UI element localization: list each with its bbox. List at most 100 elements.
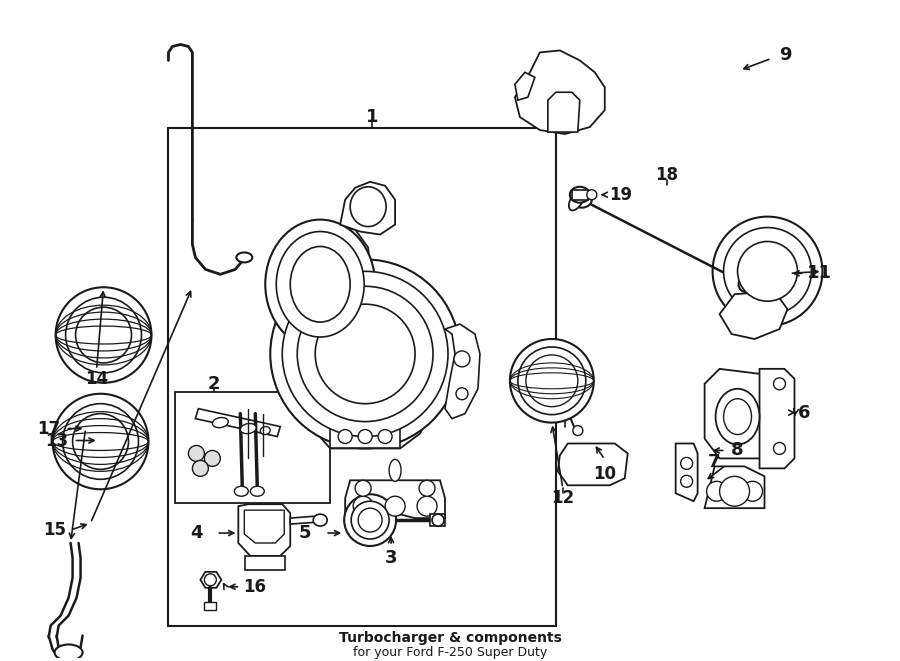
Polygon shape xyxy=(346,481,445,518)
Text: 1: 1 xyxy=(366,108,378,126)
Ellipse shape xyxy=(713,217,823,326)
Polygon shape xyxy=(705,369,775,459)
Polygon shape xyxy=(204,602,216,609)
Polygon shape xyxy=(244,510,284,543)
Ellipse shape xyxy=(358,430,372,444)
Polygon shape xyxy=(515,72,535,100)
Ellipse shape xyxy=(417,496,437,516)
Polygon shape xyxy=(308,374,430,448)
Ellipse shape xyxy=(234,486,248,496)
Ellipse shape xyxy=(76,307,131,363)
Text: 16: 16 xyxy=(243,578,266,596)
Ellipse shape xyxy=(276,231,365,337)
Text: 14: 14 xyxy=(85,369,108,388)
Polygon shape xyxy=(760,369,795,469)
Ellipse shape xyxy=(419,481,435,496)
Ellipse shape xyxy=(350,187,386,227)
Polygon shape xyxy=(295,225,370,292)
Ellipse shape xyxy=(66,297,141,373)
Ellipse shape xyxy=(680,475,693,487)
Text: 12: 12 xyxy=(552,489,574,507)
Text: 4: 4 xyxy=(190,524,203,542)
Ellipse shape xyxy=(290,247,350,322)
Ellipse shape xyxy=(572,426,583,436)
Text: 11: 11 xyxy=(807,264,832,282)
Ellipse shape xyxy=(315,304,415,404)
Ellipse shape xyxy=(680,457,693,469)
Polygon shape xyxy=(201,572,221,588)
Bar xyxy=(176,392,330,503)
Ellipse shape xyxy=(456,388,468,400)
Ellipse shape xyxy=(773,378,786,390)
Ellipse shape xyxy=(385,496,405,516)
Polygon shape xyxy=(705,467,764,508)
Ellipse shape xyxy=(569,189,585,210)
Text: 19: 19 xyxy=(609,186,633,204)
Ellipse shape xyxy=(73,414,129,469)
Polygon shape xyxy=(515,50,605,134)
Ellipse shape xyxy=(204,450,220,467)
Text: for your Ford F-250 Super Duty: for your Ford F-250 Super Duty xyxy=(353,646,547,659)
Ellipse shape xyxy=(510,339,594,422)
Ellipse shape xyxy=(270,259,460,448)
Ellipse shape xyxy=(518,347,586,414)
Ellipse shape xyxy=(716,389,760,444)
Text: 10: 10 xyxy=(593,465,616,483)
Ellipse shape xyxy=(724,227,812,315)
Text: Turbocharger & components: Turbocharger & components xyxy=(338,631,562,644)
Ellipse shape xyxy=(526,355,578,407)
Text: 6: 6 xyxy=(798,404,811,422)
Ellipse shape xyxy=(454,351,470,367)
Ellipse shape xyxy=(260,426,270,434)
Polygon shape xyxy=(340,182,395,235)
Text: 17: 17 xyxy=(37,420,60,438)
Ellipse shape xyxy=(63,404,139,479)
Ellipse shape xyxy=(432,514,444,526)
Polygon shape xyxy=(246,556,285,570)
Polygon shape xyxy=(195,408,280,436)
Ellipse shape xyxy=(212,418,229,428)
Ellipse shape xyxy=(266,219,375,349)
Polygon shape xyxy=(676,444,698,501)
Polygon shape xyxy=(445,324,480,418)
Ellipse shape xyxy=(720,477,750,506)
Ellipse shape xyxy=(356,481,371,496)
Ellipse shape xyxy=(313,514,328,526)
Polygon shape xyxy=(290,516,319,524)
Text: 5: 5 xyxy=(299,524,311,542)
Ellipse shape xyxy=(188,446,204,461)
Ellipse shape xyxy=(389,459,401,481)
Ellipse shape xyxy=(55,644,83,660)
Polygon shape xyxy=(720,292,788,339)
Bar xyxy=(168,128,556,625)
Text: 3: 3 xyxy=(385,549,397,567)
Ellipse shape xyxy=(739,276,754,292)
Ellipse shape xyxy=(353,496,374,516)
Ellipse shape xyxy=(52,394,148,489)
Ellipse shape xyxy=(358,508,382,532)
Polygon shape xyxy=(558,444,627,485)
Text: 13: 13 xyxy=(45,432,68,449)
Ellipse shape xyxy=(378,430,392,444)
Polygon shape xyxy=(548,93,580,132)
Ellipse shape xyxy=(204,574,216,586)
Ellipse shape xyxy=(338,430,352,444)
Polygon shape xyxy=(330,424,400,448)
Text: 18: 18 xyxy=(655,166,679,184)
Ellipse shape xyxy=(773,442,786,455)
Polygon shape xyxy=(308,294,450,426)
Ellipse shape xyxy=(283,272,448,436)
Ellipse shape xyxy=(56,288,151,383)
Polygon shape xyxy=(572,190,588,200)
Ellipse shape xyxy=(237,253,252,262)
Text: 7: 7 xyxy=(707,453,720,471)
Polygon shape xyxy=(238,504,290,556)
Ellipse shape xyxy=(738,241,797,301)
Ellipse shape xyxy=(572,192,592,208)
Ellipse shape xyxy=(240,424,256,434)
Ellipse shape xyxy=(351,501,389,539)
Text: 15: 15 xyxy=(43,521,66,539)
Polygon shape xyxy=(430,514,445,526)
Text: 9: 9 xyxy=(779,46,792,64)
Ellipse shape xyxy=(724,399,752,434)
